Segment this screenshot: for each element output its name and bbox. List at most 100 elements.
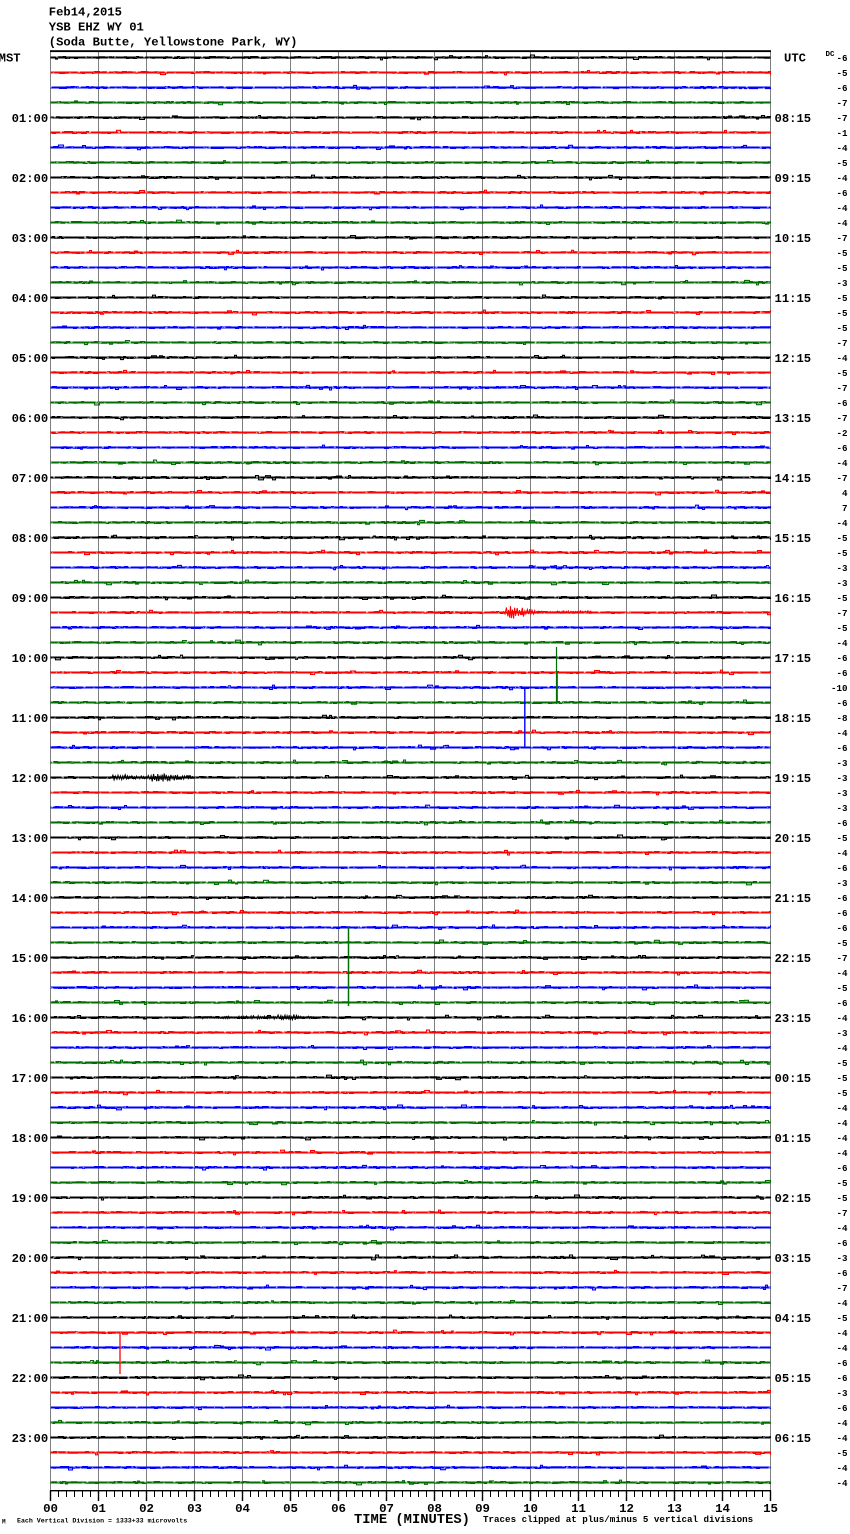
svg-text:-5: -5 [836,293,848,304]
svg-text:-1: -1 [836,128,848,139]
svg-text:-5: -5 [836,323,848,334]
svg-text:-6: -6 [836,743,847,754]
svg-text:-3: -3 [836,773,848,784]
svg-text:01: 01 [91,1502,106,1516]
svg-text:-5: -5 [836,263,848,274]
svg-text:-6: -6 [836,188,847,199]
svg-text:-6: -6 [836,1403,847,1414]
svg-text:-6: -6 [836,1238,847,1249]
svg-text:15: 15 [763,1502,778,1516]
svg-text:-3: -3 [836,1388,848,1399]
svg-text:14: 14 [715,1502,730,1516]
svg-text:-6: -6 [836,863,847,874]
svg-text:-4: -4 [836,1148,848,1159]
svg-text:-6: -6 [836,923,847,934]
svg-text:-5: -5 [836,68,848,79]
svg-text:-6: -6 [836,1358,847,1369]
svg-text:-7: -7 [836,1283,847,1294]
svg-text:03: 03 [187,1502,202,1516]
svg-text:07:00: 07:00 [12,472,49,486]
svg-text:Feb14,2015: Feb14,2015 [49,5,122,19]
svg-text:-5: -5 [836,938,848,949]
svg-text:-4: -4 [836,1463,848,1474]
svg-text:-6: -6 [836,998,847,1009]
svg-text:22:00: 22:00 [12,1372,49,1386]
svg-text:-4: -4 [836,638,848,649]
svg-text:-5: -5 [836,983,848,994]
svg-text:20:00: 20:00 [12,1252,49,1266]
svg-text:-5: -5 [836,308,848,319]
svg-text:-7: -7 [836,233,847,244]
svg-text:-5: -5 [836,1178,848,1189]
svg-text:04:15: 04:15 [775,1312,812,1326]
svg-text:-4: -4 [836,518,848,529]
svg-text:-4: -4 [836,848,848,859]
svg-text:Traces clipped at plus/minus 5: Traces clipped at plus/minus 5 vertical … [483,1514,753,1525]
svg-text:-3: -3 [836,578,848,589]
svg-text:-7: -7 [836,383,847,394]
svg-text:09:15: 09:15 [775,172,812,186]
svg-text:15:00: 15:00 [12,952,49,966]
svg-text:-8: -8 [836,713,848,724]
svg-text:-5: -5 [836,833,848,844]
svg-text:-7: -7 [836,608,847,619]
svg-text:Each Vertical Division = 1333+: Each Vertical Division = 1333+33 microvo… [17,1518,187,1525]
svg-text:18:15: 18:15 [775,712,812,726]
svg-text:-6: -6 [836,1163,847,1174]
svg-text:-4: -4 [836,1343,848,1354]
svg-text:14:00: 14:00 [12,892,49,906]
svg-text:-3: -3 [836,878,848,889]
svg-text:-7: -7 [836,338,847,349]
svg-text:-7: -7 [836,953,847,964]
svg-text:-7: -7 [836,98,847,109]
svg-text:03:15: 03:15 [775,1252,812,1266]
svg-text:19:00: 19:00 [12,1192,49,1206]
svg-text:-4: -4 [836,203,848,214]
svg-text:-5: -5 [836,1448,848,1459]
svg-text:-5: -5 [836,1058,848,1069]
svg-text:TIME (MINUTES): TIME (MINUTES) [354,1512,470,1528]
svg-text:15:15: 15:15 [775,532,812,546]
svg-text:12:00: 12:00 [12,772,49,786]
svg-text:05:00: 05:00 [12,352,49,366]
svg-text:-6: -6 [836,908,847,919]
svg-text:-4: -4 [836,173,848,184]
svg-text:12: 12 [619,1502,634,1516]
svg-text:7: 7 [842,503,848,514]
svg-text:18:00: 18:00 [12,1132,49,1146]
svg-text:08:00: 08:00 [12,532,49,546]
svg-text:23:15: 23:15 [775,1012,812,1026]
svg-text:-4: -4 [836,1328,848,1339]
svg-text:11:00: 11:00 [12,712,49,726]
svg-text:05:15: 05:15 [775,1372,812,1386]
svg-text:19:15: 19:15 [775,772,812,786]
svg-text:-4: -4 [836,968,848,979]
svg-text:00: 00 [43,1502,58,1516]
svg-text:-5: -5 [836,623,848,634]
svg-text:-4: -4 [836,1478,848,1489]
svg-text:-6: -6 [836,83,847,94]
svg-text:21:00: 21:00 [12,1312,49,1326]
svg-text:-7: -7 [836,113,847,124]
svg-text:-4: -4 [836,1418,848,1429]
svg-text:13:00: 13:00 [12,832,49,846]
svg-text:-2: -2 [836,428,847,439]
svg-text:02:00: 02:00 [12,172,49,186]
svg-text:-4: -4 [836,1013,848,1024]
svg-text:-6: -6 [836,1373,847,1384]
svg-text:-4: -4 [836,1433,848,1444]
svg-text:-3: -3 [836,563,848,574]
svg-text:-4: -4 [836,1103,848,1114]
svg-text:02: 02 [139,1502,154,1516]
svg-text:UTC: UTC [784,51,806,65]
svg-text:-6: -6 [836,893,847,904]
svg-text:02:15: 02:15 [775,1192,812,1206]
svg-text:-6: -6 [836,443,847,454]
svg-text:-5: -5 [836,1088,848,1099]
svg-text:13: 13 [667,1502,682,1516]
svg-text:-6: -6 [836,653,847,664]
svg-text:10:15: 10:15 [775,232,812,246]
svg-text:05: 05 [283,1502,298,1516]
svg-text:08: 08 [427,1502,442,1516]
svg-text:-5: -5 [836,548,848,559]
